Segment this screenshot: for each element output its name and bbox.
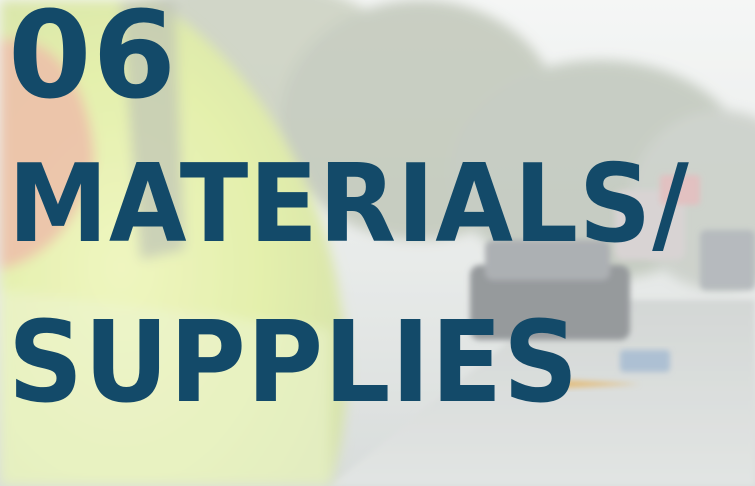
section-title-line-2: SUPPLIES <box>8 298 580 428</box>
section-heading: 06 MATERIALS/ SUPPLIES <box>8 0 741 442</box>
section-title-line-1: MATERIALS/ <box>8 142 690 267</box>
section-number: 06 <box>8 0 177 126</box>
